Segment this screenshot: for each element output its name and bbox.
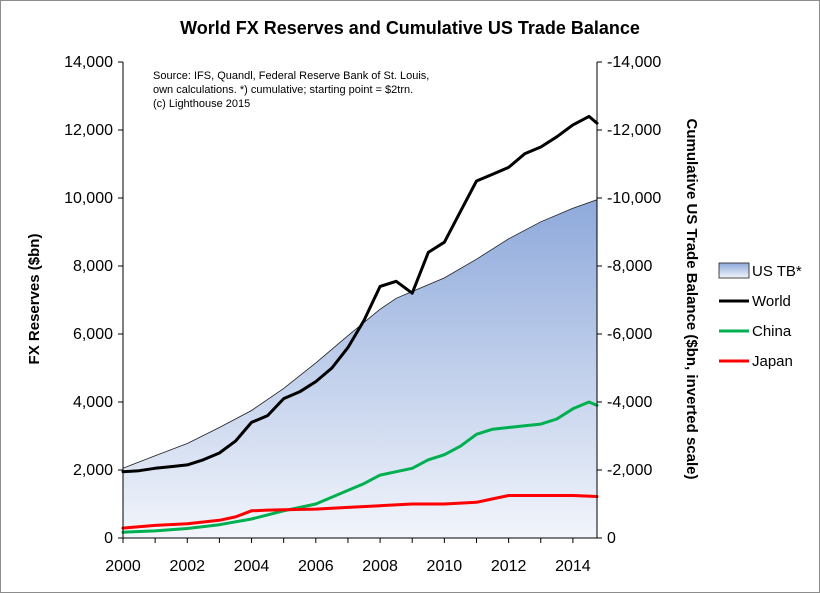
y-tick-label: 0 [104,530,113,547]
y-tick-label: 8,000 [73,258,113,275]
x-tick-label: 2008 [362,558,398,575]
series-line-china [121,400,599,534]
x-tick-label: 2004 [234,558,270,575]
x-tick-label: 2002 [169,558,205,575]
chart-title: World FX Reserves and Cumulative US Trad… [180,18,640,38]
y2-axis-title: Cumulative US Trade Balance ($bn, invert… [683,119,700,480]
x-tick-label: 2000 [105,558,141,575]
legend-swatch-area [718,262,750,279]
legend-label: World [752,293,791,310]
y-tick-label: 6,000 [73,326,113,343]
legend: US TB* World China Japan [718,262,802,370]
y2-tick-label: -2,000 [607,462,652,479]
y2-tick-label: -8,000 [607,258,652,275]
x-tick-label: 2012 [491,558,527,575]
source-note-line: (c) Lighthouse 2015 [153,98,250,110]
y-tick-label: 4,000 [73,394,113,411]
y-axis-title: FX Reserves ($bn) [26,234,43,365]
series-area-us-tb [122,199,598,539]
y2-tick-label: -14,000 [607,54,661,71]
y-tick-label: 2,000 [73,462,113,479]
x-tick-label: 2010 [427,558,463,575]
series-line-world [121,114,599,474]
legend-label: Japan [752,353,793,370]
y-tick-label: 10,000 [64,190,113,207]
series-line-japan [121,494,599,530]
x-tick-label: 2014 [555,558,591,575]
y-tick-label: 14,000 [64,54,113,71]
x-tick-label: 2006 [298,558,334,575]
y2-tick-label: -6,000 [607,326,652,343]
legend-label: China [752,323,792,340]
y2-tick-label: -12,000 [607,122,661,139]
legend-label: US TB* [752,263,802,280]
y2-tick-label: 0 [607,530,616,547]
y-tick-label: 12,000 [64,122,113,139]
source-note-line: Source: IFS, Quandl, Federal Reserve Ban… [153,70,429,82]
source-note: Source: IFS, Quandl, Federal Reserve Ban… [153,70,429,110]
y2-tick-label: -10,000 [607,190,661,207]
y2-tick-label: -4,000 [607,394,652,411]
plot-area [118,61,602,543]
source-note-line: own calculations. *) cumulative; startin… [153,84,413,96]
